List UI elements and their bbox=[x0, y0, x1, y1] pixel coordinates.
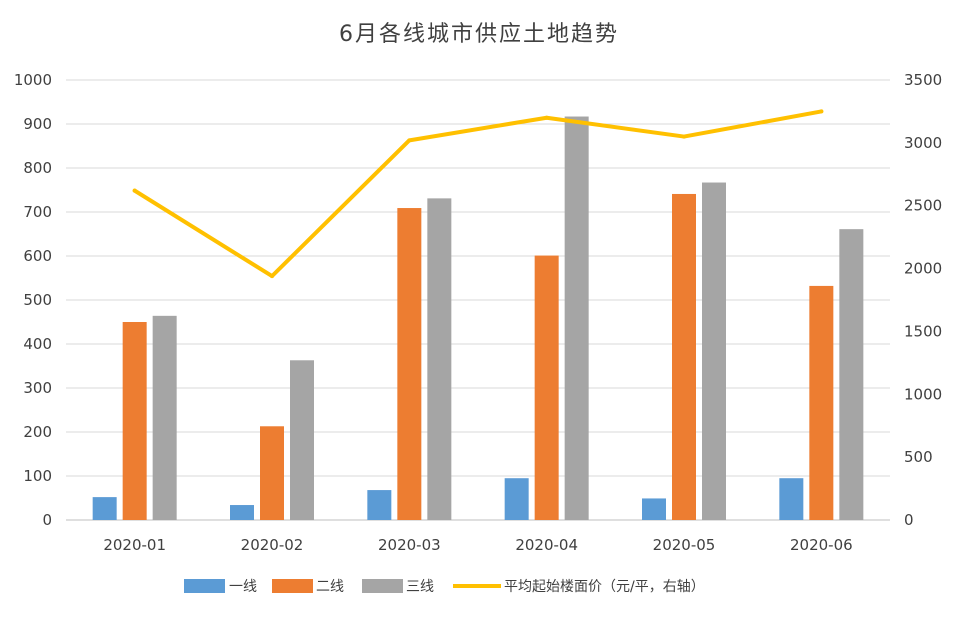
y-left-tick-label: 100 bbox=[23, 467, 52, 485]
bar-1-2020-03 bbox=[367, 490, 392, 520]
line-series-path bbox=[132, 109, 824, 279]
y-right-tick-label: 0 bbox=[904, 511, 914, 529]
y-right-tick-label: 3000 bbox=[904, 134, 942, 152]
bar-1-2020-04 bbox=[504, 478, 529, 520]
bar-1-2020-02 bbox=[230, 505, 254, 520]
bar-2-2020-02 bbox=[260, 426, 284, 520]
legend-label: 平均起始楼面价（元/平，右轴） bbox=[504, 579, 705, 595]
bar-2-2020-01 bbox=[122, 322, 147, 520]
line-point-2020-06 bbox=[819, 109, 824, 114]
y-left-tick-label: 1000 bbox=[14, 71, 52, 89]
bar-1-2020-06 bbox=[779, 478, 804, 520]
legend-label: 一线 bbox=[229, 579, 257, 595]
bars bbox=[92, 116, 864, 521]
y-left-tick-label: 500 bbox=[23, 291, 52, 309]
line-point-2020-02 bbox=[270, 274, 274, 279]
x-tick-label: 2020-05 bbox=[653, 536, 716, 554]
y-left-tick-label: 300 bbox=[23, 379, 52, 397]
y-right-tick-label: 2000 bbox=[904, 260, 942, 278]
x-tick-label: 2020-02 bbox=[241, 536, 304, 554]
right-axis: 0 500 1000 1500 2000 2500 3000 3500 bbox=[904, 71, 942, 529]
bar-3-2020-06 bbox=[839, 229, 864, 520]
x-tick-label: 2020-01 bbox=[103, 536, 166, 554]
line-series bbox=[132, 109, 824, 279]
bar-3-2020-01 bbox=[152, 315, 177, 520]
bar-3-2020-05 bbox=[702, 182, 726, 520]
left-axis: 0 100 200 300 400 500 600 700 800 900 1000 bbox=[14, 71, 52, 529]
y-right-tick-label: 3500 bbox=[904, 71, 942, 89]
x-tick-label: 2020-04 bbox=[515, 536, 578, 554]
legend: 一线 二线 三线 平均起始楼面价（元/平，右轴） bbox=[184, 579, 705, 595]
legend-label: 二线 bbox=[316, 579, 344, 595]
y-left-tick-label: 800 bbox=[23, 159, 52, 177]
legend-swatch bbox=[184, 579, 225, 593]
bar-1-2020-05 bbox=[642, 498, 666, 520]
line-point-2020-03 bbox=[407, 138, 412, 143]
bar-2-2020-05 bbox=[672, 193, 696, 520]
legend-label: 三线 bbox=[406, 579, 434, 595]
legend-swatch bbox=[272, 579, 313, 593]
x-tick-label: 2020-03 bbox=[378, 536, 441, 554]
y-right-tick-label: 1500 bbox=[904, 322, 942, 340]
bar-3-2020-03 bbox=[427, 198, 452, 521]
line-point-2020-05 bbox=[682, 134, 686, 139]
y-left-tick-label: 600 bbox=[23, 247, 52, 265]
x-tick-label: 2020-06 bbox=[790, 536, 853, 554]
chart-title: 6月各线城市供应土地趋势 bbox=[339, 22, 619, 47]
bar-3-2020-02 bbox=[290, 360, 314, 520]
line-point-2020-04 bbox=[544, 115, 549, 120]
y-right-tick-label: 1000 bbox=[904, 385, 942, 403]
y-left-tick-label: 400 bbox=[23, 335, 52, 353]
x-axis: 2020-01 2020-02 2020-03 2020-04 2020-05 2020-… bbox=[103, 536, 852, 554]
bar-2-2020-06 bbox=[809, 285, 834, 520]
y-left-tick-label: 0 bbox=[42, 511, 52, 529]
bar-1-2020-01 bbox=[92, 497, 117, 520]
y-left-tick-label: 900 bbox=[23, 115, 52, 133]
legend-swatch bbox=[362, 579, 403, 593]
y-left-tick-label: 700 bbox=[23, 203, 52, 221]
y-right-tick-label: 500 bbox=[904, 448, 933, 466]
bar-2-2020-03 bbox=[397, 208, 422, 521]
line-point-2020-01 bbox=[132, 188, 137, 193]
gridlines bbox=[66, 79, 890, 521]
y-right-tick-label: 2500 bbox=[904, 197, 942, 215]
bar-3-2020-04 bbox=[564, 116, 589, 521]
bar-2-2020-04 bbox=[534, 255, 559, 520]
y-left-tick-label: 200 bbox=[23, 423, 52, 441]
